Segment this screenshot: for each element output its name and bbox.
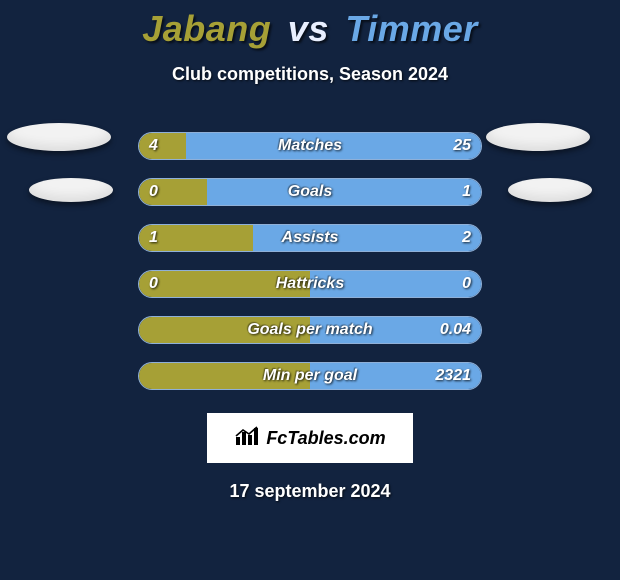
stat-bar-left [139, 133, 186, 159]
stat-bar-left [139, 179, 207, 205]
comparison-infographic: Jabang vs Timmer Club competitions, Seas… [0, 0, 620, 580]
stat-row: 0.04Goals per match [0, 307, 620, 353]
stat-bar-right [207, 179, 481, 205]
stat-bar-right [310, 317, 481, 343]
stats-rows: 425Matches 01Goals 12Assists 00Hattricks 0.0… [0, 123, 620, 399]
stat-bar-right [310, 363, 481, 389]
player2-name: Timmer [345, 8, 477, 49]
stat-bar: 425Matches [138, 132, 482, 160]
page-title: Jabang vs Timmer [0, 0, 620, 50]
stat-row: 00Hattricks [0, 261, 620, 307]
watermark-chart-icon [234, 425, 260, 452]
stat-row: 2321Min per goal [0, 353, 620, 399]
subtitle: Club competitions, Season 2024 [0, 64, 620, 85]
stat-bar-left [139, 225, 253, 251]
stat-bar-right [253, 225, 481, 251]
stat-row: 01Goals [0, 169, 620, 215]
vs-label: vs [288, 8, 329, 49]
watermark: FcTables.com [207, 413, 413, 463]
stat-row: 425Matches [0, 123, 620, 169]
stat-bar-right [310, 271, 481, 297]
date-label: 17 september 2024 [0, 481, 620, 502]
stat-row: 12Assists [0, 215, 620, 261]
watermark-text: FcTables.com [266, 428, 385, 449]
stat-bar: 12Assists [138, 224, 482, 252]
stat-bar: 01Goals [138, 178, 482, 206]
stat-bar: 0.04Goals per match [138, 316, 482, 344]
stat-bar: 00Hattricks [138, 270, 482, 298]
stat-bar: 2321Min per goal [138, 362, 482, 390]
stat-bar-left [139, 317, 310, 343]
stat-bar-left [139, 363, 310, 389]
stat-bar-right [186, 133, 481, 159]
player1-name: Jabang [142, 8, 271, 49]
stat-bar-left [139, 271, 310, 297]
